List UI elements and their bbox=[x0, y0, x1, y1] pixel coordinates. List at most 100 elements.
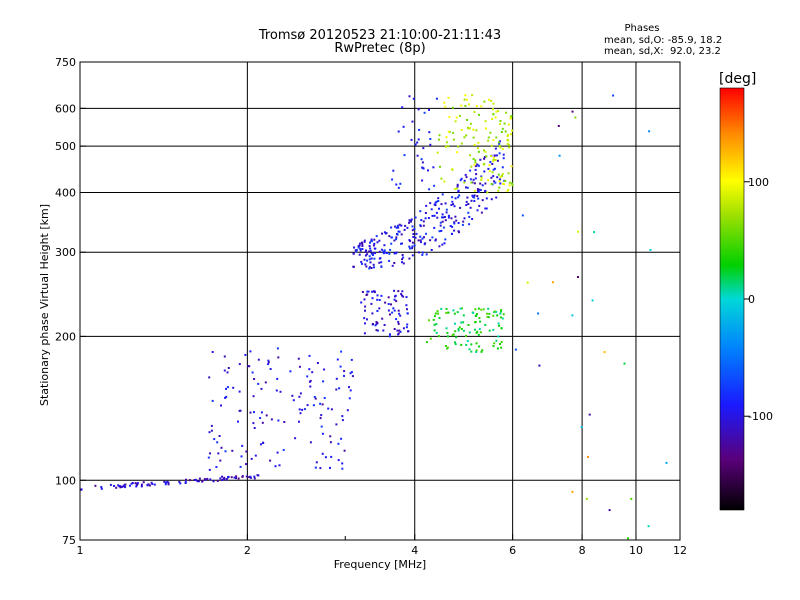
data-point bbox=[373, 257, 376, 260]
data-point bbox=[109, 483, 112, 486]
data-point bbox=[373, 266, 375, 269]
y-tick-label: 750 bbox=[55, 56, 76, 69]
y-axis-ticks: 75 100 200 300 400 500 600 750 bbox=[55, 56, 86, 547]
data-point bbox=[350, 371, 353, 374]
data-point bbox=[538, 364, 541, 367]
data-point bbox=[361, 291, 364, 293]
data-point bbox=[420, 158, 423, 161]
data-point bbox=[372, 254, 374, 256]
data-point bbox=[309, 385, 312, 388]
data-point bbox=[252, 395, 255, 398]
data-point bbox=[369, 241, 371, 244]
data-point bbox=[495, 110, 498, 113]
data-point bbox=[378, 261, 381, 264]
data-point bbox=[216, 441, 219, 444]
data-point bbox=[376, 329, 379, 332]
data-point bbox=[476, 189, 479, 192]
data-point bbox=[411, 229, 414, 232]
data-point bbox=[353, 246, 356, 249]
data-point bbox=[412, 233, 415, 235]
data-point bbox=[450, 204, 453, 206]
data-point bbox=[470, 350, 473, 353]
data-point bbox=[456, 311, 459, 314]
data-point bbox=[436, 151, 439, 154]
data-point bbox=[382, 250, 385, 253]
data-point bbox=[458, 194, 461, 197]
data-point bbox=[210, 429, 213, 432]
data-point bbox=[496, 347, 499, 350]
data-point bbox=[390, 226, 393, 229]
data-point bbox=[445, 307, 448, 310]
data-point bbox=[385, 232, 388, 235]
data-point bbox=[299, 412, 302, 415]
data-point bbox=[494, 116, 497, 119]
y-tick-label: 75 bbox=[62, 534, 76, 547]
data-point bbox=[472, 157, 475, 160]
data-point bbox=[395, 300, 398, 303]
data-point bbox=[298, 408, 301, 411]
data-point bbox=[484, 182, 487, 185]
data-point bbox=[184, 481, 187, 483]
data-point bbox=[329, 441, 332, 444]
data-point bbox=[179, 482, 182, 485]
data-point bbox=[329, 435, 332, 438]
data-point bbox=[146, 484, 149, 487]
data-point bbox=[420, 241, 422, 244]
data-point bbox=[80, 488, 82, 491]
data-point bbox=[504, 130, 507, 133]
data-point bbox=[464, 105, 467, 107]
x-tick-label: 1 bbox=[77, 544, 84, 557]
data-point bbox=[454, 341, 456, 344]
data-point bbox=[401, 261, 403, 264]
data-point bbox=[428, 108, 430, 111]
data-point bbox=[178, 480, 181, 483]
data-point bbox=[429, 202, 432, 205]
data-point bbox=[491, 163, 494, 165]
data-point bbox=[492, 160, 495, 163]
data-point bbox=[392, 307, 395, 310]
data-point bbox=[499, 120, 502, 122]
data-point bbox=[457, 189, 460, 192]
data-point bbox=[422, 147, 425, 150]
data-point bbox=[451, 196, 454, 199]
data-point bbox=[401, 294, 403, 297]
data-point bbox=[417, 239, 420, 242]
data-point bbox=[466, 196, 469, 199]
data-point bbox=[458, 114, 461, 117]
data-point bbox=[188, 479, 191, 482]
data-point bbox=[498, 178, 501, 181]
data-point bbox=[448, 116, 451, 119]
data-point bbox=[441, 213, 444, 216]
data-point bbox=[223, 355, 226, 358]
data-point bbox=[130, 482, 133, 485]
data-point bbox=[409, 247, 411, 250]
data-point bbox=[416, 154, 419, 157]
data-point bbox=[269, 459, 272, 462]
data-point bbox=[452, 203, 455, 206]
data-point bbox=[291, 394, 294, 397]
data-point bbox=[313, 396, 316, 398]
data-point bbox=[477, 164, 480, 167]
data-point bbox=[251, 371, 254, 374]
data-point bbox=[514, 348, 517, 351]
data-point bbox=[491, 118, 494, 120]
data-point bbox=[457, 145, 460, 148]
data-point bbox=[468, 103, 471, 106]
data-point bbox=[492, 113, 495, 116]
data-point bbox=[457, 329, 460, 332]
data-point bbox=[433, 203, 436, 206]
data-point bbox=[240, 455, 243, 458]
data-point bbox=[398, 230, 401, 233]
data-point bbox=[193, 479, 196, 481]
data-point bbox=[429, 143, 432, 146]
data-point bbox=[445, 145, 447, 148]
data-point bbox=[475, 314, 478, 317]
data-point bbox=[164, 483, 167, 486]
colorbar-tick-label: 0 bbox=[748, 293, 755, 306]
data-point bbox=[323, 397, 326, 399]
data-point bbox=[327, 407, 330, 410]
data-point bbox=[471, 181, 474, 184]
data-point bbox=[373, 247, 376, 250]
data-point bbox=[398, 223, 401, 226]
data-point bbox=[462, 314, 465, 317]
